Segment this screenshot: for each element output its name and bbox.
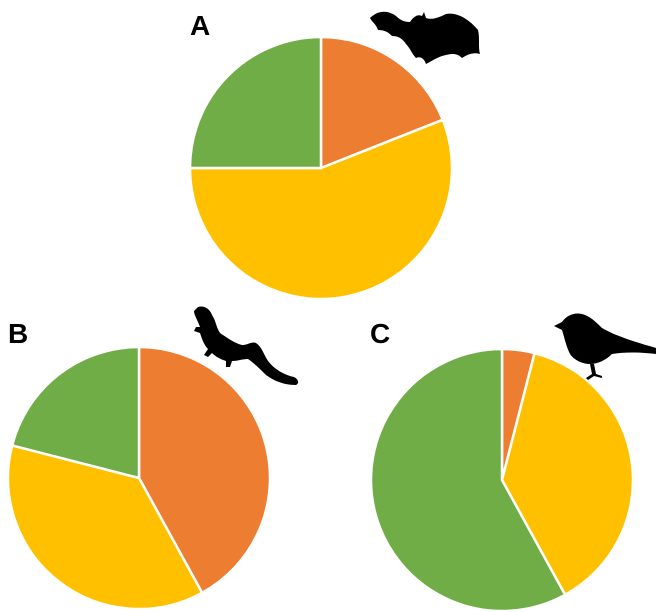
pie-b-slice-3: [10, 345, 141, 480]
pie-a-slice-2: [188, 118, 454, 301]
panel-label-b: B: [8, 318, 28, 349]
panel-b: B: [6, 306, 299, 611]
pie-c-slice-2: [500, 351, 635, 597]
pie-c-slice-3: [369, 347, 567, 612]
pie-a-slice-3: [188, 35, 323, 170]
pie-a: [188, 35, 454, 301]
panel-a: A: [188, 10, 480, 301]
bird-icon: [554, 313, 656, 380]
lizard-icon: [194, 306, 299, 385]
bat-icon: [370, 11, 480, 65]
panel-label-c: C: [370, 318, 390, 349]
pie-b-slice-1: [137, 345, 272, 595]
pie-c: [369, 347, 635, 612]
pie-a-slice-1: [319, 35, 445, 170]
panel-label-a: A: [190, 10, 210, 41]
panel-c: C: [369, 313, 656, 612]
pie-b: [6, 345, 272, 611]
pie-b-slice-2: [6, 443, 204, 611]
